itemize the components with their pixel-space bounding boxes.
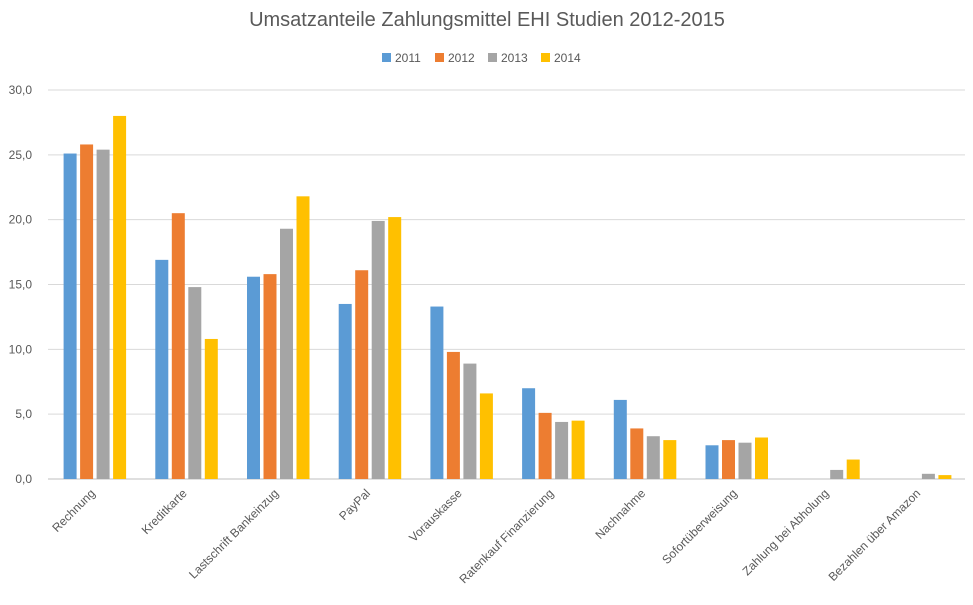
x-category-label: Lastschrift Bankeinzug — [186, 486, 281, 581]
bar-2011 — [247, 276, 260, 479]
bar-2012 — [355, 270, 369, 479]
bar-2014 — [296, 196, 310, 479]
x-category-label: PayPal — [336, 486, 373, 523]
bar-2011 — [430, 306, 444, 479]
legend-swatch — [382, 53, 391, 62]
x-category-label: Rechnung — [49, 486, 98, 535]
bar-2011 — [155, 259, 169, 479]
bar-2011 — [522, 388, 536, 479]
bar-2013 — [188, 287, 202, 479]
bar-2012 — [538, 412, 552, 479]
bar-2013 — [96, 149, 110, 479]
bar-2012 — [722, 440, 735, 479]
legend-swatch — [488, 53, 497, 62]
legend: 2011 2012 2013 2014 — [382, 51, 581, 65]
y-tick-label: 20,0 — [9, 213, 33, 227]
y-tick-label: 10,0 — [9, 342, 33, 356]
legend-label: 2011 — [395, 51, 421, 65]
bar-2013 — [646, 436, 660, 479]
bar-2013 — [921, 473, 935, 479]
bar-2012 — [630, 428, 644, 479]
legend-label: 2012 — [448, 51, 475, 65]
bar-2014 — [938, 475, 952, 479]
x-category-label: Bezahlen über Amazon — [826, 486, 924, 584]
bar-2011 — [613, 399, 627, 479]
bar-2014 — [571, 420, 585, 479]
bars — [63, 115, 952, 480]
legend-swatch — [541, 53, 550, 62]
legend-swatch — [435, 53, 444, 62]
x-category-label: Ratenkauf Finanzierung — [456, 486, 556, 586]
y-tick-label: 5,0 — [15, 407, 32, 421]
bar-2014 — [204, 338, 218, 479]
x-category-label: Kreditkarte — [139, 486, 190, 537]
bar-2014 — [388, 217, 402, 479]
legend-label: 2014 — [554, 51, 581, 65]
y-axis-ticks: 0,0 5,0 10,0 15,0 20,0 25,0 30,0 — [9, 83, 33, 486]
bar-2013 — [738, 442, 752, 479]
y-tick-label: 30,0 — [9, 83, 33, 97]
x-category-label: Vorauskasse — [406, 486, 465, 545]
bar-2012 — [80, 144, 94, 479]
bar-2012 — [171, 213, 185, 479]
gridlines — [48, 89, 965, 480]
bar-2012 — [263, 274, 277, 479]
bar-2011 — [338, 303, 352, 479]
bar-2013 — [555, 421, 569, 479]
legend-label: 2013 — [501, 51, 528, 65]
y-tick-label: 25,0 — [9, 148, 33, 162]
y-tick-label: 15,0 — [9, 278, 33, 292]
x-category-label: Zahlung bei Abholung — [740, 486, 832, 578]
bar-2013 — [830, 469, 844, 479]
bar-2014 — [113, 115, 127, 479]
bar-2012 — [446, 351, 460, 479]
bar-2014 — [663, 440, 677, 479]
chart-title: Umsatzanteile Zahlungsmittel EHI Studien… — [249, 9, 725, 31]
bar-2013 — [280, 228, 293, 479]
bar-2014 — [755, 437, 768, 479]
bar-2011 — [705, 445, 719, 479]
bar-2011 — [63, 153, 77, 479]
x-category-label: Sofortüberweisung — [659, 486, 740, 567]
x-category-label: Nachnahme — [593, 486, 649, 542]
bar-2013 — [463, 363, 477, 479]
bar-2013 — [371, 220, 385, 480]
bar-2014 — [479, 393, 493, 479]
y-tick-label: 0,0 — [15, 472, 32, 486]
bar-2014 — [846, 459, 860, 479]
